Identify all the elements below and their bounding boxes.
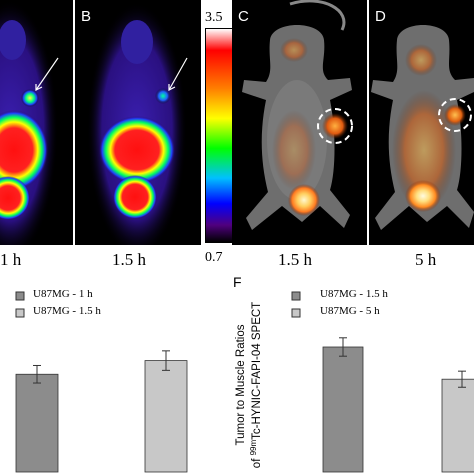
spect-panel-c: C — [232, 0, 367, 245]
colorbar-max-label: 3.5 — [205, 10, 223, 25]
pet-panel-b: B — [75, 0, 201, 245]
legend-swatch-left-2 — [15, 308, 25, 318]
panel-label-c: C — [238, 8, 249, 25]
bar-1 — [15, 373, 59, 473]
bar-1 — [322, 346, 364, 473]
legend-swatch-left-1 — [15, 291, 25, 301]
legend-right-1: U87MG - 1.5 h — [320, 288, 388, 300]
legend-swatch-right-2 — [291, 308, 301, 318]
bar-2 — [441, 378, 474, 473]
bar-chart-left — [15, 291, 188, 473]
legend-swatch-right-1 — [291, 291, 301, 301]
legend-left-2: U87MG - 1.5 h — [33, 305, 101, 317]
ylabel-line2: of 99mTc-HYNIC-FAPI-04 SPECT — [249, 302, 263, 468]
pet-panel-a — [0, 0, 73, 245]
spect-panel-d: D — [369, 0, 474, 245]
colorbar-min-label: 0.7 — [205, 250, 223, 265]
time-label-d: 5 h — [415, 250, 437, 269]
intensity-colorbar — [205, 28, 233, 243]
bar-chart-right — [291, 291, 474, 473]
panel-label-b: B — [81, 8, 92, 25]
time-label-a: 1 h — [0, 250, 22, 269]
figure-label-f: F — [233, 274, 242, 290]
y-axis-label-right: Tumor to Muscle Ratios of 99mTc-HYNIC-FA… — [229, 296, 271, 474]
legend-right-2: U87MG - 5 h — [320, 305, 380, 317]
legend-left-1: U87MG - 1 h — [33, 288, 93, 300]
panel-label-d: D — [375, 8, 386, 25]
time-label-c: 1.5 h — [278, 250, 312, 269]
ylabel-line1: Tumor to Muscle Ratios — [235, 324, 247, 445]
bar-2 — [144, 360, 188, 473]
time-label-b: 1.5 h — [112, 250, 146, 269]
